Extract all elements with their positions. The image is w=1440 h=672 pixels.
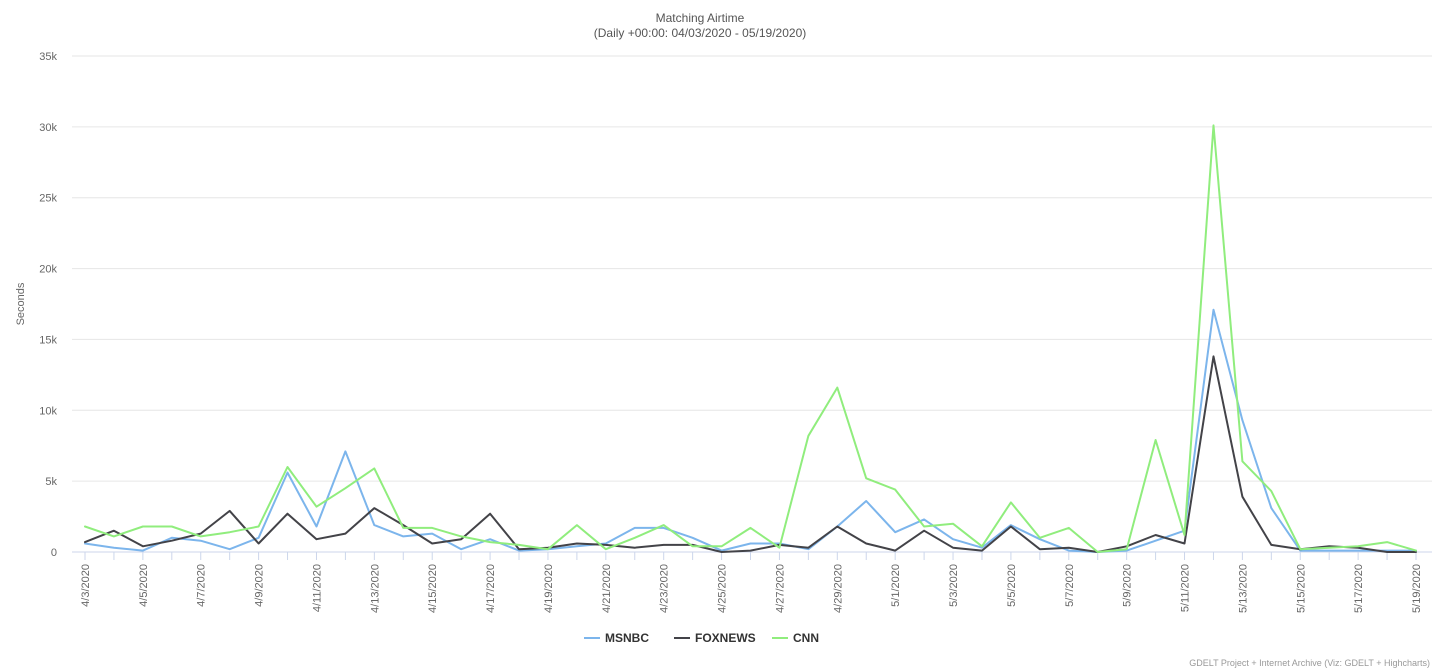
x-tick-label: 5/9/2020 — [1122, 564, 1134, 607]
x-tick-label: 4/7/2020 — [196, 564, 208, 607]
chart-title: Matching Airtime — [656, 11, 745, 25]
y-tick-label: 30k — [39, 122, 57, 134]
series-line-foxnews — [84, 355, 1417, 553]
x-tick-label: 5/17/2020 — [1353, 564, 1365, 613]
legend-label-msnbc[interactable]: MSNBC — [605, 631, 649, 645]
x-tick-label: 4/17/2020 — [485, 564, 497, 613]
x-tick-label: 5/19/2020 — [1411, 564, 1423, 613]
y-axis-ticks: 0 5k 10k 15k 20k 25k 30k 35k — [39, 51, 57, 559]
x-tick-label: 4/3/2020 — [80, 564, 92, 607]
y-axis-title: Seconds — [15, 282, 27, 325]
x-tick-label: 5/7/2020 — [1064, 564, 1076, 607]
series-line-msnbc — [84, 308, 1417, 553]
legend-label-cnn[interactable]: CNN — [793, 631, 819, 645]
x-tick-label: 4/25/2020 — [717, 564, 729, 613]
x-tick-label: 5/5/2020 — [1006, 564, 1018, 607]
chart-credits[interactable]: GDELT Project + Internet Archive (Viz: G… — [1189, 658, 1430, 668]
x-tick-label: 5/13/2020 — [1237, 564, 1249, 613]
x-tick-label: 5/11/2020 — [1180, 564, 1192, 612]
y-tick-label: 10k — [39, 405, 57, 417]
series-line-cnn — [84, 124, 1417, 553]
x-tick-label: 4/27/2020 — [774, 564, 786, 613]
y-tick-label: 0 — [51, 547, 57, 559]
y-tick-label: 20k — [39, 264, 57, 276]
chart-subtitle: (Daily +00:00: 04/03/2020 - 05/19/2020) — [594, 26, 806, 40]
x-tick-label: 4/23/2020 — [659, 564, 671, 613]
x-tick-label: 4/9/2020 — [254, 564, 266, 607]
legend[interactable]: MSNBC FOXNEWS CNN — [584, 631, 819, 645]
y-tick-label: 15k — [39, 334, 57, 346]
x-tick-label: 5/3/2020 — [948, 564, 960, 607]
x-tick-label: 4/5/2020 — [138, 564, 150, 607]
x-tick-label: 4/19/2020 — [543, 564, 555, 613]
series-lines — [84, 124, 1417, 553]
x-tick-label: 5/15/2020 — [1295, 564, 1307, 613]
x-tick-label: 4/13/2020 — [369, 564, 381, 613]
x-tick-label: 4/21/2020 — [601, 564, 613, 613]
x-tick-label: 4/11/2020 — [311, 564, 323, 612]
y-tick-label: 5k — [45, 476, 57, 488]
x-tick-label: 4/15/2020 — [427, 564, 439, 613]
x-tick-label: 4/29/2020 — [832, 564, 844, 613]
x-axis-ticks: 4/3/2020 4/5/2020 4/7/2020 4/9/2020 4/11/202… — [80, 552, 1423, 613]
legend-label-foxnews[interactable]: FOXNEWS — [695, 631, 756, 645]
x-tick-label: 5/1/2020 — [890, 564, 902, 607]
y-tick-label: 35k — [39, 51, 57, 63]
y-tick-label: 25k — [39, 193, 57, 205]
